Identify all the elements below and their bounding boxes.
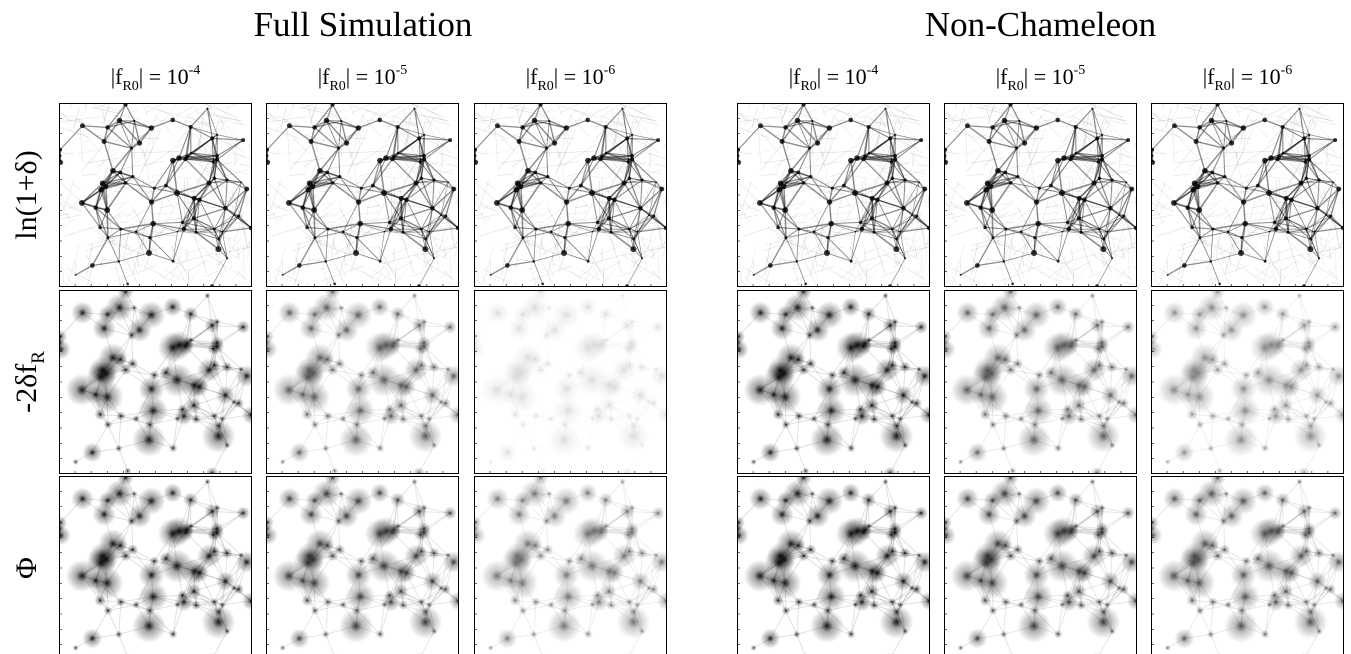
label-subscript: R0 [537, 79, 553, 94]
label-exponent: -5 [1074, 63, 1086, 78]
panel [59, 290, 252, 474]
label-subscript: R0 [122, 79, 138, 94]
panel-frame [1151, 290, 1344, 474]
label-exponent: -4 [867, 63, 879, 78]
panel [474, 290, 667, 474]
label-prefix: |f [526, 64, 538, 89]
row-label-subscript: R [28, 351, 49, 364]
panel [474, 103, 667, 287]
panel-frame [59, 290, 252, 474]
panel-frame [59, 476, 252, 654]
label-exponent: -6 [1281, 63, 1293, 78]
label-prefix: |f [318, 64, 330, 89]
panel-frame [474, 290, 667, 474]
panel-frame [1151, 103, 1344, 287]
row-label: Φ [10, 557, 43, 579]
column-label: |fR0| = 10-5 [318, 63, 408, 94]
panel-frame [944, 476, 1137, 654]
panel-frame [737, 103, 930, 287]
panel [266, 103, 459, 287]
panel-frame [474, 476, 667, 654]
row-label-text: Φ [10, 557, 43, 579]
label-prefix: |f [789, 64, 801, 89]
label-middle: | = 10 [817, 64, 867, 89]
label-subscript: R0 [1007, 79, 1023, 94]
panel-background [737, 103, 930, 287]
label-middle: | = 10 [1231, 64, 1281, 89]
row-label: ln(1+δ) [10, 150, 43, 239]
panel [1151, 476, 1344, 654]
panel-frame [266, 476, 459, 654]
label-exponent: -4 [189, 63, 201, 78]
panel-frame [737, 290, 930, 474]
panel-background [474, 103, 667, 287]
column-label: |fR0| = 10-6 [526, 63, 616, 94]
row-label: -2δfR [10, 351, 49, 413]
panel-frame [266, 103, 459, 287]
column-label: |fR0| = 10-4 [111, 63, 201, 94]
column-label: |fR0| = 10-6 [1203, 63, 1293, 94]
panel-background [266, 103, 459, 287]
panel [944, 103, 1137, 287]
panel [474, 476, 667, 654]
panel-frame [944, 103, 1137, 287]
label-prefix: |f [996, 64, 1008, 89]
panel-frame [474, 103, 667, 287]
row-label-text: ln(1+δ) [10, 150, 43, 239]
label-middle: | = 10 [139, 64, 189, 89]
label-subscript: R0 [329, 79, 345, 94]
panel-frame [737, 476, 930, 654]
row-label-text: -2δf [10, 364, 43, 413]
panel-background [1151, 103, 1344, 287]
label-subscript: R0 [1214, 79, 1230, 94]
panel [59, 103, 252, 287]
label-subscript: R0 [800, 79, 816, 94]
column-label: |fR0| = 10-4 [789, 63, 879, 94]
panel-frame [266, 290, 459, 474]
panel [266, 476, 459, 654]
label-middle: | = 10 [1024, 64, 1074, 89]
group-title: Non-Chameleon [925, 5, 1156, 44]
label-middle: | = 10 [346, 64, 396, 89]
panel-frame [59, 103, 252, 287]
group-title: Full Simulation [254, 5, 473, 44]
column-label: |fR0| = 10-5 [996, 63, 1086, 94]
panel-background [944, 103, 1137, 287]
panel [944, 476, 1137, 654]
panel [737, 476, 930, 654]
label-exponent: -6 [604, 63, 616, 78]
label-prefix: |f [111, 64, 123, 89]
panel [1151, 103, 1344, 287]
panel [1151, 290, 1344, 474]
panel-frame [944, 290, 1137, 474]
panel-frame [1151, 476, 1344, 654]
label-exponent: -5 [396, 63, 408, 78]
panel [59, 476, 252, 654]
panel [737, 290, 930, 474]
panel-background [59, 103, 252, 287]
panel [737, 103, 930, 287]
label-prefix: |f [1203, 64, 1215, 89]
label-middle: | = 10 [554, 64, 604, 89]
panel [266, 290, 459, 474]
panel [944, 290, 1137, 474]
